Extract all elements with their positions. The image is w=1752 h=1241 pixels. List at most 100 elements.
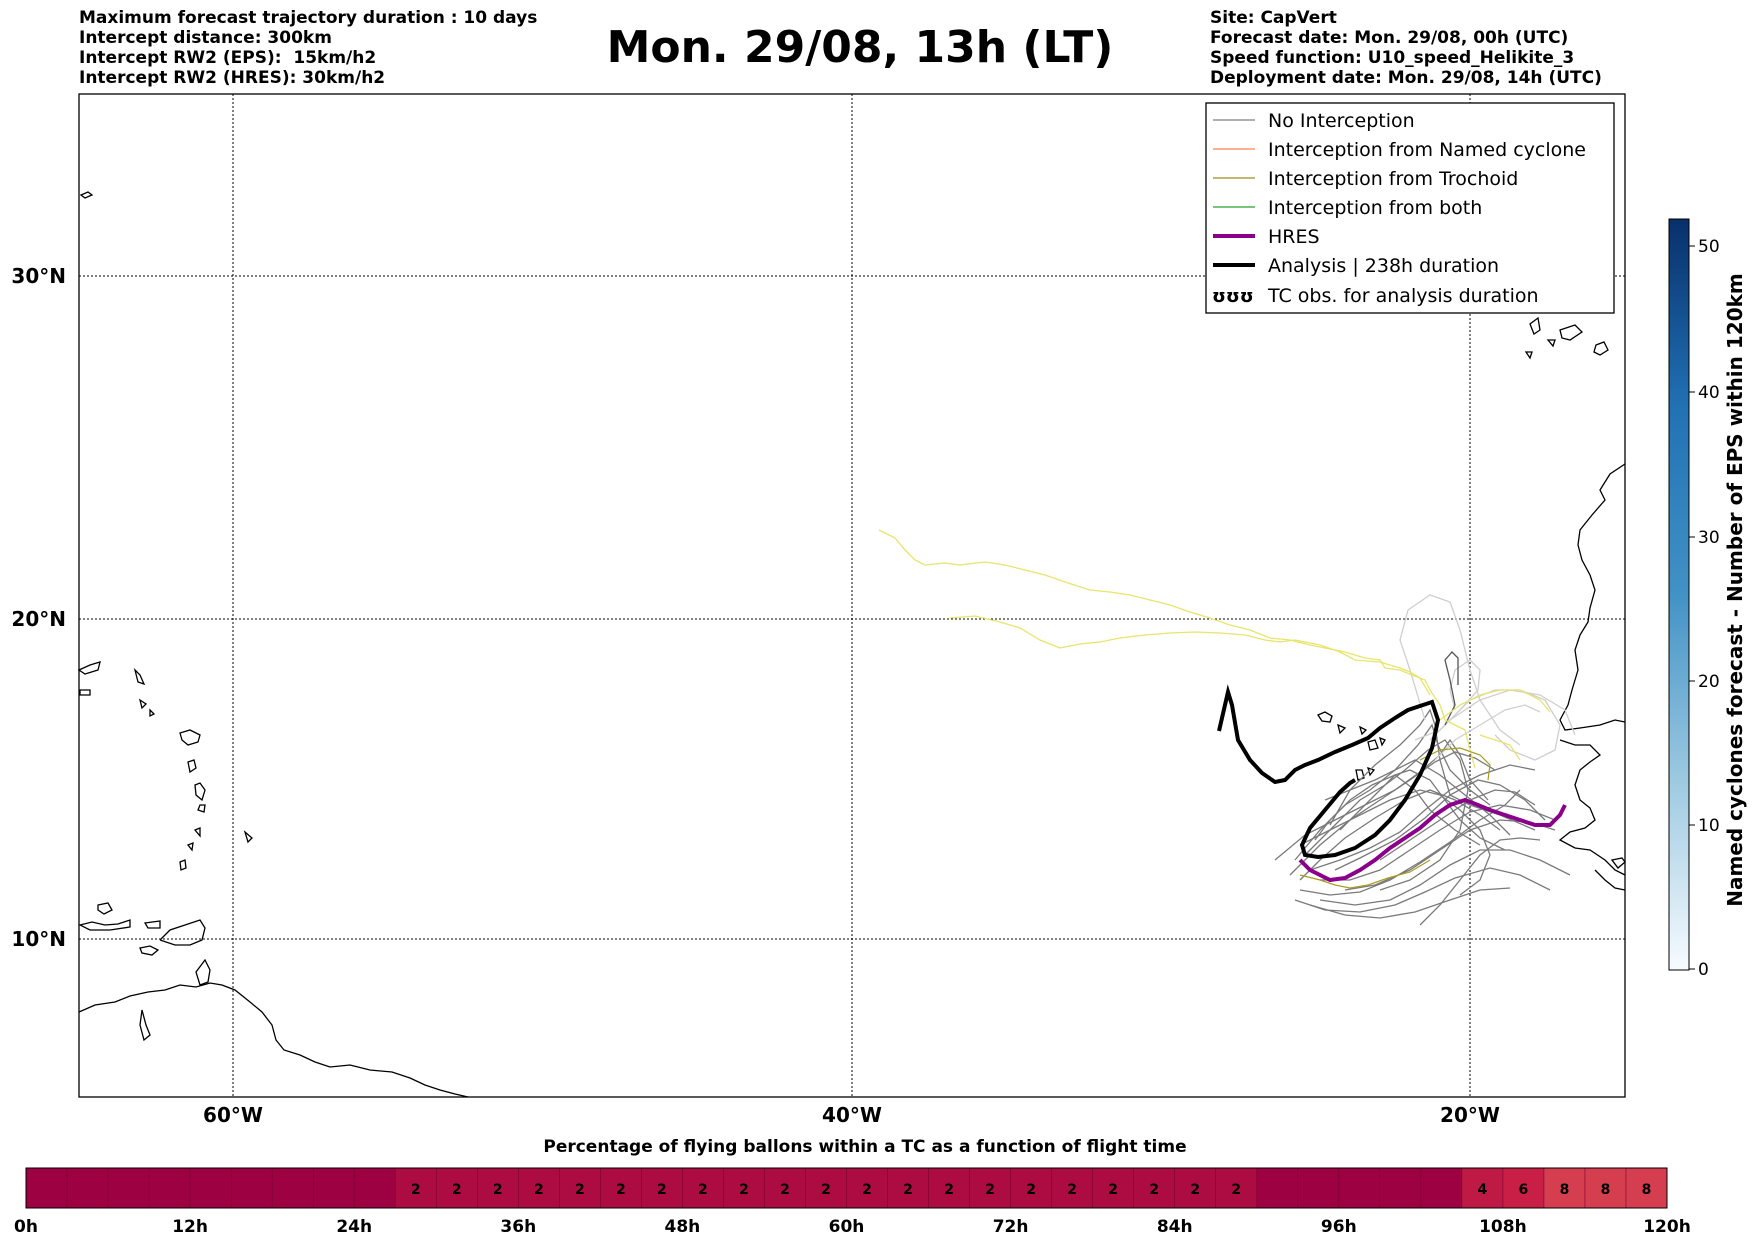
- timeline-cell-value: 2: [862, 1182, 872, 1198]
- timeline-cell: [1092, 1168, 1135, 1208]
- timeline-cell: [108, 1168, 150, 1208]
- timeline-cell: [1133, 1168, 1176, 1208]
- timeline-title: Percentage of flying ballons within a TC…: [543, 1137, 1186, 1157]
- timeline-cell: [1584, 1168, 1627, 1208]
- timeline-cell-value: 2: [657, 1182, 667, 1198]
- timeline-tick-label: 0h: [14, 1217, 38, 1237]
- timeline-cell-value: 2: [1190, 1182, 1200, 1198]
- lat-label-30: 30°N: [11, 264, 66, 288]
- timeline-cell: [354, 1168, 396, 1208]
- timeline-cell: [723, 1168, 765, 1208]
- timeline-cell: [600, 1168, 642, 1208]
- map-frame: [78, 93, 1626, 1098]
- timeline-cell-value: 2: [739, 1182, 749, 1198]
- timeline-cell: [1256, 1168, 1299, 1208]
- timeline-cell-value: 2: [575, 1182, 585, 1198]
- timeline-cell: [846, 1168, 889, 1208]
- timeline-tick-label: 12h: [172, 1217, 208, 1237]
- legend-both: Interception from both: [1268, 197, 1482, 219]
- timeline-cell: [1174, 1168, 1217, 1208]
- timeline-cell-value: 8: [1601, 1182, 1611, 1198]
- timeline-cell-value: 2: [1149, 1182, 1159, 1198]
- timeline-cell-value: 2: [411, 1182, 421, 1198]
- timeline-cell-value: 2: [1067, 1182, 1077, 1198]
- timeline-cell: [641, 1168, 683, 1208]
- timeline-cell: [1051, 1168, 1094, 1208]
- timeline-cell: [436, 1168, 478, 1208]
- colorbar-tick-40: 40: [1698, 383, 1720, 403]
- lat-label-20: 20°N: [11, 607, 66, 631]
- eps-trajectories: [878, 529, 1576, 926]
- timeline-cell: [1297, 1168, 1340, 1208]
- timeline-cell: [313, 1168, 355, 1208]
- timeline-cell: [1420, 1168, 1463, 1208]
- legend-trochoid: Interception from Trochoid: [1268, 168, 1518, 190]
- timeline-cell: [1010, 1168, 1053, 1208]
- timeline-cell: [1543, 1168, 1586, 1208]
- timeline-tick-label: 96h: [1321, 1217, 1357, 1237]
- timeline-cell-value: 2: [780, 1182, 790, 1198]
- timeline-tick-label: 48h: [665, 1217, 701, 1237]
- timeline-cell-value: 2: [616, 1182, 626, 1198]
- timeline-cell: [518, 1168, 560, 1208]
- site-text: Site: CapVert: [1210, 8, 1337, 28]
- timeline-cell: [149, 1168, 191, 1208]
- forecast-date-text: Forecast date: Mon. 29/08, 00h (UTC): [1210, 28, 1569, 48]
- coastlines: [77, 191, 1626, 1098]
- timeline-cell: [682, 1168, 724, 1208]
- colorbar-tick-30: 30: [1698, 528, 1720, 548]
- lat-label-10: 10°N: [11, 927, 66, 951]
- timeline-tick-label: 72h: [993, 1217, 1029, 1237]
- timeline-tick-label: 120h: [1643, 1217, 1691, 1237]
- timeline-frame: [25, 1167, 1668, 1209]
- timeline-cell: [231, 1168, 273, 1208]
- intercept-distance-text: Intercept distance: 300km: [79, 28, 332, 48]
- timeline-cell: [1215, 1168, 1258, 1208]
- timeline-cell-value: 2: [1026, 1182, 1036, 1198]
- timeline-cell: [272, 1168, 314, 1208]
- legend-analysis: Analysis | 238h duration: [1268, 255, 1499, 277]
- timeline-ticks: 0h 12h 24h 36h 48h 60h 72h 84h 96h 108h 120h: [14, 1217, 1691, 1237]
- cyclone-colorbar: 50 40 30 20 10 0 Named cyclones forecast…: [1668, 218, 1747, 980]
- timeline-cell-value: 2: [534, 1182, 544, 1198]
- timeline-cell: [26, 1168, 68, 1208]
- legend-hres: HRES: [1268, 226, 1320, 248]
- map-legend: No Interception Interception from Named …: [1205, 102, 1615, 314]
- max-duration-text: Maximum forecast trajectory duration : 1…: [79, 8, 538, 28]
- analysis-trajectory: [1217, 684, 1441, 860]
- deployment-date-text: Deployment date: Mon. 29/08, 14h (UTC): [1210, 68, 1602, 88]
- colorbar-tick-0: 0: [1698, 960, 1709, 980]
- longitude-labels: 60°W 40°W 20°W: [203, 1103, 1500, 1127]
- timeline-cell: [928, 1168, 971, 1208]
- timeline-cell: [1338, 1168, 1381, 1208]
- timeline-cell: [1625, 1168, 1668, 1208]
- intercept-hres-text: Intercept RW2 (HRES): 30km/h2: [79, 68, 386, 88]
- timeline-cell-value: 8: [1642, 1182, 1652, 1198]
- timeline-cell: [67, 1168, 109, 1208]
- lon-label-40w: 40°W: [822, 1103, 882, 1127]
- timeline-cell: [969, 1168, 1012, 1208]
- timeline-cell: [1379, 1168, 1422, 1208]
- hres-trajectory: [1298, 797, 1567, 883]
- cyclone-symbol-icon: ʊʊʊ: [1212, 286, 1254, 307]
- timeline-cell: [764, 1168, 806, 1208]
- timeline-cell-value: 6: [1519, 1182, 1529, 1198]
- legend-tc-obs: TC obs. for analysis duration: [1267, 285, 1539, 307]
- timeline-cell-value: 4: [1478, 1182, 1488, 1198]
- colorbar-tick-20: 20: [1698, 672, 1720, 692]
- timeline-tick-label: 36h: [500, 1217, 536, 1237]
- timeline-cell-value: 2: [698, 1182, 708, 1198]
- timeline-cell: [805, 1168, 847, 1208]
- lon-label-60w: 60°W: [203, 1103, 263, 1127]
- timeline-cell: [395, 1168, 437, 1208]
- timeline-cell: [1461, 1168, 1504, 1208]
- timeline-cell: [559, 1168, 601, 1208]
- page-title: Mon. 29/08, 13h (LT): [606, 22, 1114, 73]
- timeline-cell-value: 2: [985, 1182, 995, 1198]
- speed-function-text: Speed function: U10_speed_Helikite_3: [1210, 48, 1575, 68]
- timeline-tick-label: 108h: [1479, 1217, 1527, 1237]
- legend-named-cyclone: Interception from Named cyclone: [1268, 139, 1586, 161]
- timeline-cell-value: 2: [493, 1182, 503, 1198]
- colorbar-label: Named cyclones forecast - Number of EPS …: [1723, 273, 1747, 907]
